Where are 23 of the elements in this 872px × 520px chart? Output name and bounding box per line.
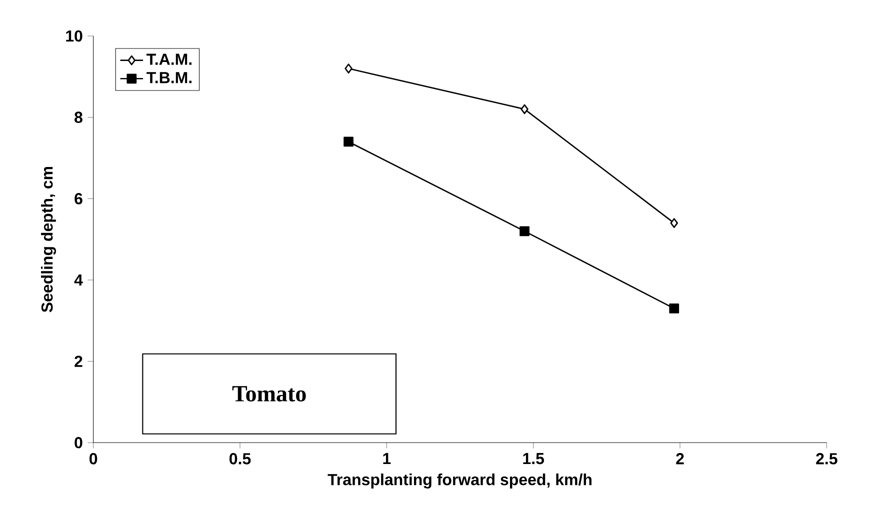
x-tick-label: 2.5 [816, 453, 838, 464]
point [344, 64, 352, 74]
x-tick-label: 1.5 [523, 453, 544, 464]
point [669, 304, 680, 314]
x-tick-label: 0.5 [230, 453, 251, 464]
y-tick-label: 6 [74, 192, 82, 204]
point [520, 226, 530, 236]
point [520, 104, 528, 114]
y-tick-label: 10 [66, 30, 82, 42]
x-tick-label: 2 [676, 453, 684, 464]
x-tick-label: 1 [383, 453, 391, 464]
point [344, 136, 354, 147]
y-tick-label: 4 [74, 274, 83, 286]
x-axis-title: Transplanting forward speed, km/h [328, 474, 592, 489]
legend-label: T.A.M. [146, 54, 192, 65]
y-tick-label: 0 [74, 436, 82, 448]
y-tick-label: 2 [74, 356, 82, 367]
legend-label: T.B.M. [146, 72, 192, 84]
annotation: Tomato [232, 386, 306, 402]
y-axis-title: Seedling depth, cm [41, 166, 56, 312]
point [670, 218, 678, 228]
y-tick-label: 8 [74, 112, 82, 123]
x-tick-label: 0 [90, 453, 98, 464]
